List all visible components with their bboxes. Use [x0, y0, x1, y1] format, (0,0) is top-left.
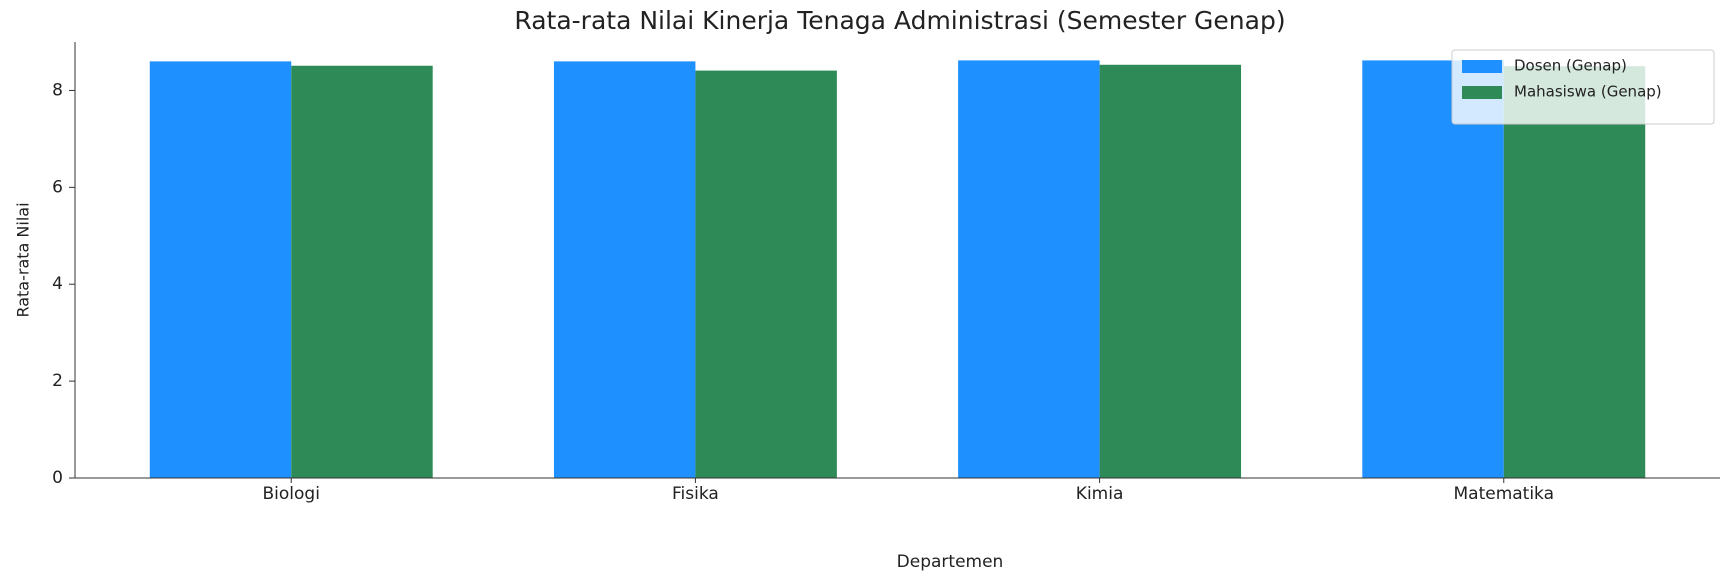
- y-tick-label: 6: [52, 177, 63, 197]
- bar: [553, 61, 696, 478]
- y-tick-label: 4: [52, 274, 63, 294]
- bar: [958, 60, 1100, 479]
- legend-box: [1451, 49, 1715, 125]
- y-axis-label: Rata-rata Nilai: [14, 202, 33, 317]
- bar: [695, 70, 837, 479]
- legend-swatch: [1462, 60, 1502, 73]
- x-tick-label: Matematika: [1453, 484, 1554, 504]
- y-tick-label: 0: [52, 468, 63, 488]
- legend-label: Mahasiswa (Genap): [1514, 83, 1662, 101]
- y-tick-label: 2: [52, 371, 63, 391]
- bar: [1099, 64, 1242, 478]
- x-tick-label: Kimia: [1076, 484, 1124, 504]
- bar: [291, 65, 433, 478]
- legend-swatch: [1462, 86, 1502, 99]
- x-axis-label: Departemen: [897, 552, 1004, 572]
- bar: [1503, 66, 1646, 478]
- bar: [1362, 60, 1504, 479]
- x-tick-label: Biologi: [263, 484, 320, 504]
- legend-label: Dosen (Genap): [1514, 57, 1627, 75]
- bar: [149, 61, 292, 478]
- chart-title: Rata-rata Nilai Kinerja Tenaga Administr…: [514, 6, 1285, 35]
- y-tick-label: 8: [52, 80, 63, 100]
- x-tick-label: Fisika: [672, 484, 719, 504]
